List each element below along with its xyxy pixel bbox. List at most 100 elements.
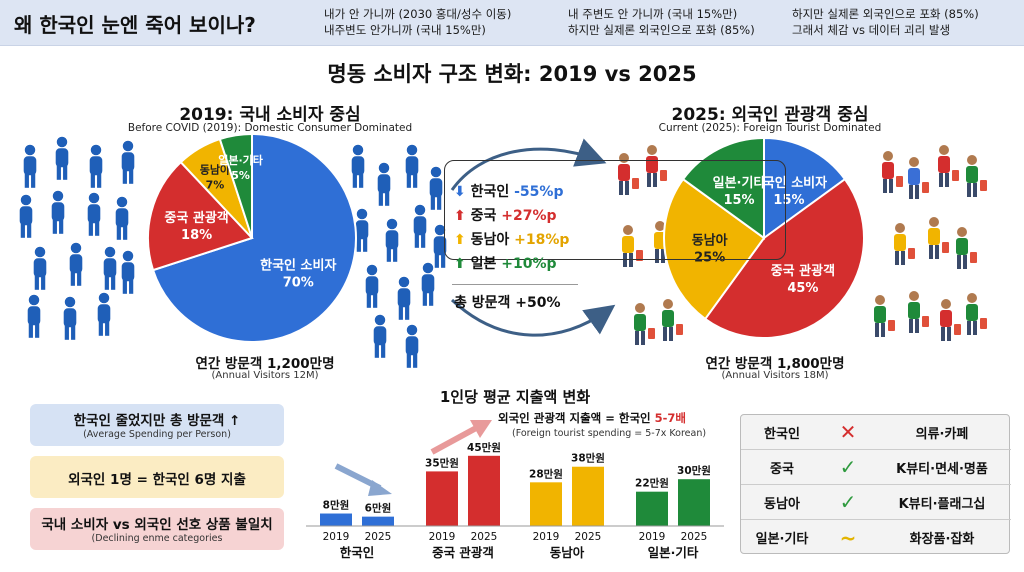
pie-slice [681, 136, 765, 240]
pie-slice [151, 132, 357, 343]
arrow-up-icon: ⬆ [454, 208, 471, 224]
pie-slice-value: 70% [283, 276, 314, 291]
arrow-down-icon: ⬇ [454, 184, 471, 200]
pie-slice-label: 동남아 [692, 233, 728, 249]
tourist-icon [874, 295, 895, 337]
change-japan: ⬆ 일본 +10%p [454, 256, 557, 272]
pie-slice [218, 132, 253, 239]
tilde-icon: ~ [839, 525, 857, 550]
bar-value-label: 22만원 [635, 477, 669, 490]
bar-group-label: 일본·기타 [648, 545, 699, 560]
bar [320, 513, 352, 526]
tourist-icon [938, 145, 959, 187]
check-icon: ✓ [839, 455, 857, 479]
bar-value-label: 28만원 [529, 467, 563, 480]
person-icon [87, 192, 101, 236]
tourist-icon [894, 223, 915, 265]
pie-slice-value: 15% [723, 193, 754, 208]
change-korean: ⬇ 한국인 -55%p [454, 184, 564, 200]
pie-slice-value: 7% [206, 178, 225, 191]
bar-year-label: 2025 [365, 531, 392, 543]
tourist-icon [634, 303, 655, 345]
pie-slice-label: 일본·기타 [218, 153, 264, 167]
person-icon [377, 162, 391, 206]
info-box-3: 국내 소비자 vs 외국인 선호 상품 불일치 (Declining enme … [30, 508, 284, 550]
check-icon: ✓ [839, 490, 857, 514]
growth-arrow-head [470, 420, 492, 438]
growth-arrow [430, 424, 480, 455]
bar-year-label: 2025 [471, 531, 498, 543]
info-box-1: 한국인 줄었지만 총 방문객 ↑ (Average Spending per P… [30, 404, 284, 446]
table-row: 한국인 ✕ 의류·카페 [741, 415, 1011, 450]
bar-year-label: 2019 [323, 531, 350, 543]
person-icon [433, 224, 447, 268]
table-row: 일본·기타 ~ 화장품·잡화 [755, 525, 975, 550]
person-icon [405, 144, 419, 188]
pie-slice-value: 45% [787, 281, 818, 296]
arrow-up-icon: ⬆ [454, 232, 471, 248]
person-icon [397, 276, 411, 320]
curved-arrow-bottom [450, 298, 616, 337]
preference-table: 한국인 ✕ 의류·카페 중국 ✓ K뷰티·면세·명품 동남아 ✓ K뷰티·플래그십 일본·기… [740, 414, 1011, 554]
pie-slice-label: 한국인 소비자 [260, 258, 336, 274]
person-icon [69, 242, 83, 286]
person-icon [365, 264, 379, 308]
tourist-icon [618, 153, 639, 195]
person-icon [429, 166, 443, 210]
pie-slice-value: 25% [694, 251, 725, 266]
bar-group-label: 동남아 [550, 545, 585, 560]
bar-value-label: 45만원 [467, 441, 501, 454]
person-icon [355, 208, 369, 252]
spending-title: 1인당 평균 지출액 변화 [439, 388, 591, 406]
bar [678, 479, 710, 526]
pie-slice-value: 18% [181, 228, 212, 243]
person-icon [421, 262, 435, 306]
header-note-2: 내 주변도 안 가니까 (국내 15%만) 하지만 실제론 외국인으로 포화 (… [568, 7, 755, 37]
bar-value-label: 8만원 [323, 499, 350, 512]
bar [530, 482, 562, 526]
tourist-icon [662, 299, 683, 341]
bar-value-label: 30만원 [677, 464, 711, 477]
person-icon [121, 140, 135, 184]
tourist-icon [622, 225, 643, 267]
right-visitors: 연간 방문객 1,800만명 [705, 356, 845, 372]
person-icon [405, 324, 419, 368]
bar-value-label: 35만원 [425, 456, 459, 469]
decline-arrow-head [368, 480, 392, 496]
bar-value-label: 38만원 [571, 452, 605, 465]
x-icon: ✕ [839, 420, 857, 444]
page-title: 명동 소비자 구조 변화: 2019 vs 2025 [327, 62, 697, 86]
pie-slice-label: 일본·기타 [713, 175, 766, 191]
tourist-icon [966, 155, 987, 197]
spending-note-en: (Foreign tourist spending = 5-7x Korean) [512, 428, 707, 439]
crowd-silhouettes-left [19, 136, 447, 368]
change-box [444, 160, 786, 260]
tourist-icon [908, 291, 929, 333]
header-note-1: 내가 안 가니까 (2030 홍대/성수 이동) 내주변도 안가니까 (국내 1… [324, 7, 512, 37]
left-visitors: 연간 방문객 1,200만명 [195, 356, 335, 372]
bar-year-label: 2019 [639, 531, 666, 543]
header-note-3: 하지만 실제론 외국인으로 포화 (85%) 그래서 체감 vs 데이터 괴리 … [792, 7, 979, 37]
bar [636, 491, 668, 526]
right-panel-title: 2025: 외국인 관광객 중심 [671, 105, 869, 125]
left-panel-subtitle: Before COVID (2019): Domestic Consumer D… [127, 122, 413, 134]
person-icon [89, 144, 103, 188]
spending-note: 외국인 관광객 지출액 = 한국인 5-7배 [498, 411, 686, 425]
person-icon [103, 246, 117, 290]
bar-year-label: 2019 [429, 531, 456, 543]
person-icon [63, 296, 77, 340]
left-panel-title: 2019: 국내 소비자 중심 [179, 105, 361, 125]
total-visitors-change: 총 방문객 +50% [454, 295, 561, 311]
table-row: 중국 ✓ K뷰티·면세·명품 [741, 450, 1011, 485]
tourist-icon [882, 151, 903, 193]
tourist-icon [956, 227, 977, 269]
change-china: ⬆ 중국 +27%p [454, 208, 557, 224]
tourist-icon [940, 299, 961, 341]
bar [426, 471, 458, 526]
person-icon [351, 144, 365, 188]
bar-group-label: 중국 관광객 [432, 545, 494, 560]
person-icon [373, 314, 387, 358]
headline: 왜 한국인 눈엔 죽어 보이나? [14, 13, 256, 37]
tourist-icon [908, 157, 929, 199]
